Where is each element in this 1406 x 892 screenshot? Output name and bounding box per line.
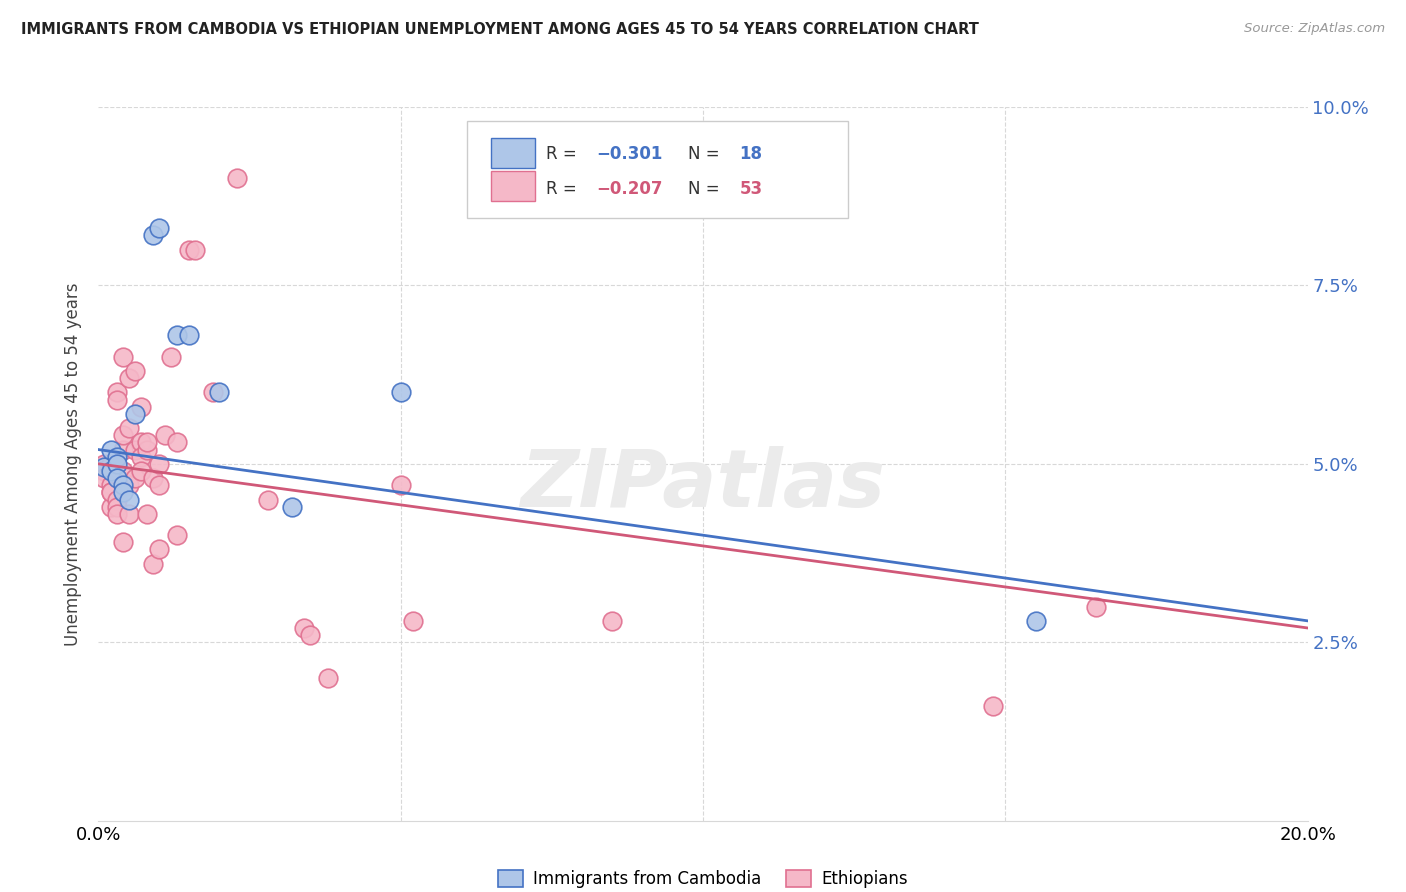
Point [111, 464, 134, 478]
Point [105, 492, 128, 507]
Point [166, 328, 188, 343]
Point [105, 385, 128, 400]
Point [226, 171, 249, 186]
Point [256, 492, 278, 507]
Point [124, 364, 146, 378]
Point [389, 478, 412, 492]
Point [124, 442, 146, 457]
Point [100, 500, 122, 514]
Point [93, 460, 115, 475]
Point [148, 542, 170, 557]
Point [1024, 614, 1046, 628]
Point [153, 428, 176, 442]
Point [135, 442, 157, 457]
Point [179, 243, 201, 257]
Point [105, 507, 128, 521]
Text: Source: ZipAtlas.com: Source: ZipAtlas.com [1244, 22, 1385, 36]
Point [111, 442, 134, 457]
Text: N =: N = [689, 180, 725, 198]
Point [100, 478, 122, 492]
Point [105, 450, 128, 464]
Point [142, 557, 165, 571]
Point [105, 457, 128, 471]
Point [202, 385, 225, 400]
Text: 53: 53 [740, 180, 762, 198]
Point [316, 671, 339, 685]
Point [111, 428, 134, 442]
Point [129, 400, 152, 414]
Point [602, 614, 624, 628]
Point [93, 464, 115, 478]
Point [100, 464, 122, 478]
Point [129, 464, 152, 478]
Point [148, 221, 170, 235]
Point [118, 492, 141, 507]
Text: R =: R = [546, 145, 582, 163]
Point [111, 350, 134, 364]
Point [299, 628, 322, 642]
Point [129, 450, 152, 464]
Point [208, 385, 231, 400]
Point [100, 457, 122, 471]
Y-axis label: Unemployment Among Ages 45 to 54 years: Unemployment Among Ages 45 to 54 years [65, 282, 83, 646]
FancyBboxPatch shape [492, 137, 534, 168]
Point [148, 478, 170, 492]
Text: IMMIGRANTS FROM CAMBODIA VS ETHIOPIAN UNEMPLOYMENT AMONG AGES 45 TO 54 YEARS COR: IMMIGRANTS FROM CAMBODIA VS ETHIOPIAN UN… [21, 22, 979, 37]
Point [142, 228, 165, 243]
Legend: Immigrants from Cambodia, Ethiopians: Immigrants from Cambodia, Ethiopians [491, 863, 915, 892]
Point [124, 407, 146, 421]
Text: −0.301: −0.301 [596, 145, 664, 163]
Text: 18: 18 [740, 145, 762, 163]
Text: N =: N = [689, 145, 725, 163]
Point [111, 485, 134, 500]
Text: R =: R = [546, 180, 582, 198]
Point [135, 435, 157, 450]
Point [100, 485, 122, 500]
Point [124, 471, 146, 485]
Point [111, 535, 134, 549]
FancyBboxPatch shape [492, 171, 534, 202]
Point [389, 385, 412, 400]
Point [129, 435, 152, 450]
FancyBboxPatch shape [467, 121, 848, 218]
Point [111, 478, 134, 492]
Point [281, 500, 304, 514]
Point [105, 471, 128, 485]
Text: ZIPatlas: ZIPatlas [520, 446, 886, 524]
Point [100, 442, 122, 457]
Point [118, 478, 141, 492]
Point [93, 457, 115, 471]
Point [292, 621, 315, 635]
Point [93, 471, 115, 485]
Point [105, 392, 128, 407]
Point [1085, 599, 1108, 614]
Point [118, 421, 141, 435]
Text: −0.207: −0.207 [596, 180, 664, 198]
Point [100, 485, 122, 500]
Point [160, 350, 183, 364]
Point [142, 471, 165, 485]
Point [148, 457, 170, 471]
Point [105, 500, 128, 514]
Point [179, 328, 201, 343]
Point [135, 507, 157, 521]
Point [118, 371, 141, 385]
Point [166, 435, 188, 450]
Point [184, 243, 207, 257]
Point [166, 528, 188, 542]
Point [981, 699, 1004, 714]
Point [402, 614, 425, 628]
Point [118, 507, 141, 521]
